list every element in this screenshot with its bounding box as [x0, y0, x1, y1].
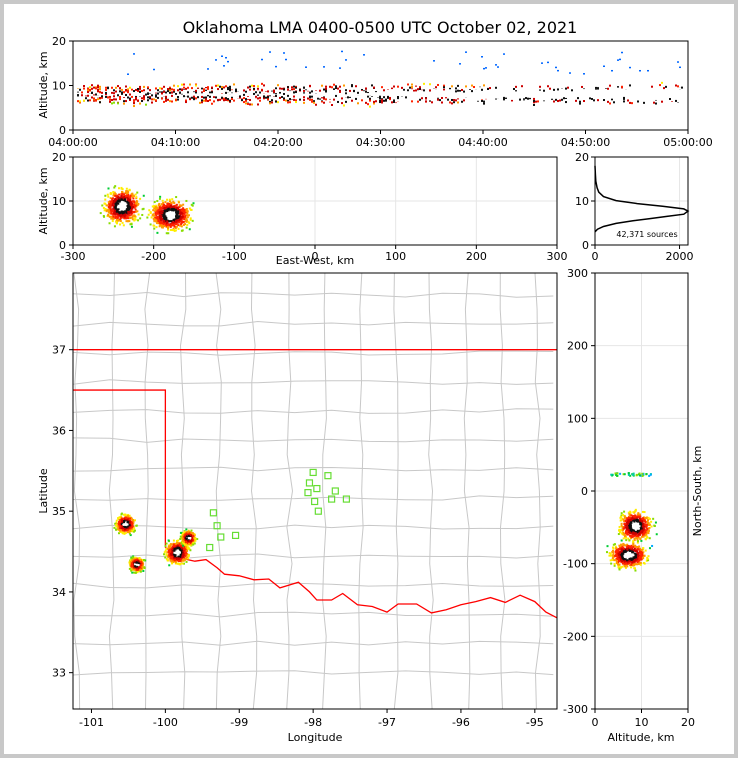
longitude-tick-label: -98	[304, 716, 322, 729]
histogram-tick-label: 2000	[666, 250, 694, 263]
time-altitude-ylabel: Altitude, km	[37, 51, 50, 118]
northsouth-tick-label: -200	[563, 630, 588, 643]
northsouth-tick-label: 100	[567, 412, 588, 425]
lma-station-marker	[309, 468, 317, 477]
time-tick-label: 05:00:00	[663, 136, 712, 149]
latitude-tick-label: 36	[52, 424, 66, 437]
county-lines	[73, 273, 554, 709]
altitude-tick-label: 0	[59, 124, 66, 137]
altns-x-tick: 10	[635, 716, 649, 729]
lma-station-marker	[328, 495, 336, 503]
altitude-tick-label: 0	[59, 239, 66, 252]
altns-x-tick: 20	[681, 716, 695, 729]
time-tick-label: 04:20:00	[253, 136, 302, 149]
longitude-tick-label: -101	[79, 716, 104, 729]
time-tick-label: 04:30:00	[356, 136, 405, 149]
lma-station-marker	[231, 531, 240, 540]
figure-page: Oklahoma LMA 0400-0500 UTC October 02, 2…	[4, 4, 734, 754]
altitude-tick-label: 20	[52, 35, 66, 48]
histogram-alt-tick: 0	[582, 239, 589, 252]
eastwest-tick-label: -300	[61, 250, 86, 263]
altitude-tick-label: 10	[52, 80, 66, 93]
eastwest-tick-label: 200	[466, 250, 487, 263]
lma-figure: Oklahoma LMA 0400-0500 UTC October 02, 2…	[37, 18, 713, 744]
altitude-tick-label: 20	[52, 151, 66, 164]
northsouth-tick-label: 300	[567, 267, 588, 280]
lma-station-marker	[324, 472, 332, 480]
lma-station-marker	[311, 497, 319, 506]
eastwest-tick-label: -200	[141, 250, 166, 263]
histogram-alt-tick: 20	[575, 151, 589, 164]
eastwest-tick-label: 300	[547, 250, 568, 263]
time-tick-label: 04:00:00	[48, 136, 97, 149]
longitude-tick-label: -100	[153, 716, 178, 729]
northsouth-tick-label: 0	[581, 485, 588, 498]
longitude-tick-label: -97	[378, 716, 396, 729]
source-count: 42,371 sources	[616, 230, 677, 239]
time-tick-label: 04:10:00	[151, 136, 200, 149]
histogram-alt-tick: 10	[575, 195, 589, 208]
map-xlabel: Longitude	[288, 731, 343, 744]
lma-station-marker	[331, 487, 339, 495]
lma-station-marker	[313, 484, 321, 493]
lma-station-marker	[342, 495, 351, 503]
northsouth-tick-label: -300	[563, 703, 588, 716]
histogram-line	[594, 165, 690, 233]
histogram-tick-label: 0	[592, 250, 599, 263]
altitude-tick-label: 10	[52, 195, 66, 208]
northsouth-tick-label: -100	[563, 558, 588, 571]
altns-xlabel: Altitude, km	[607, 731, 674, 744]
map-ylabel: Latitude	[37, 468, 50, 514]
eastwest-tick-label: 100	[385, 250, 406, 263]
time-tick-label: 04:40:00	[458, 136, 507, 149]
time-altitude-panel: 04:00:00 04:10:00 04:20:00 04:30:00 04:40:00…	[37, 35, 713, 149]
longitude-tick-label: -96	[452, 716, 470, 729]
eastwest-ylabel: Altitude, km	[37, 167, 50, 234]
altitude-northsouth-panel: 0 10 20 -300 -200 -100 0 100 200 300 Altitude, km…	[563, 267, 704, 744]
latitude-tick-label: 37	[52, 344, 66, 357]
northsouth-tick-label: 200	[567, 340, 588, 353]
altitude-histogram-panel: 0 2000 0 10 20 42,371 sources	[575, 151, 694, 263]
lma-station-marker	[314, 507, 322, 515]
lma-station-marker	[213, 522, 221, 530]
latitude-tick-label: 35	[52, 505, 66, 518]
latitude-tick-label: 34	[52, 586, 66, 599]
plan-view-map-panel: -101 -100 -99 -98 -97 -96 -95 33 34 35 36 37 Longit…	[37, 272, 558, 744]
oklahoma-border	[73, 349, 557, 619]
lma-station-marker	[305, 479, 314, 487]
eastwest-tick-label: 0	[312, 250, 319, 263]
altns-ylabel: North-South, km	[691, 446, 704, 537]
longitude-tick-label: -95	[526, 716, 544, 729]
lma-station-marker	[206, 543, 214, 552]
lma-station-marker	[217, 533, 225, 541]
altns-x-tick: 0	[592, 716, 599, 729]
lma-station-marker	[209, 509, 217, 517]
eastwest-altitude-panel: -300 -200 -100 0 100 200 300 0 10 20 East-West, k…	[37, 151, 568, 267]
longitude-tick-label: -99	[230, 716, 248, 729]
lma-station-marker	[304, 489, 312, 497]
time-tick-label: 04:50:00	[561, 136, 610, 149]
eastwest-tick-label: -100	[222, 250, 247, 263]
eastwest-xlabel: East-West, km	[276, 254, 354, 267]
latitude-tick-label: 33	[52, 667, 66, 680]
figure-title: Oklahoma LMA 0400-0500 UTC October 02, 2…	[183, 18, 578, 37]
